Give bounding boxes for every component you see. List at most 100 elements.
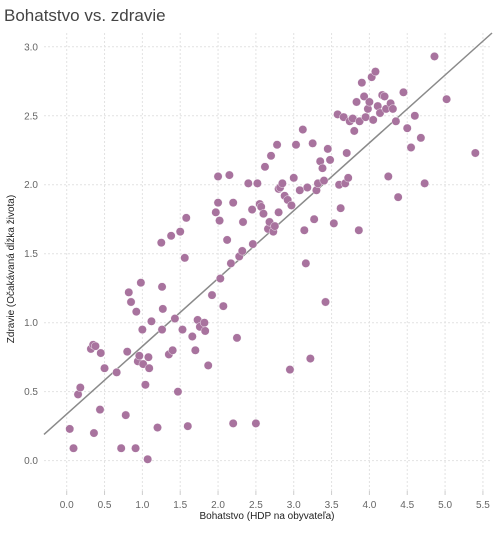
data-point [253,178,262,188]
data-point [112,367,122,377]
data-point [95,405,105,415]
x-tick-label: 4.0 [362,500,376,511]
data-point [266,151,276,161]
x-tick-label: 1.5 [173,500,187,511]
data-point [126,297,136,307]
data-point [156,238,166,248]
data-point [430,52,439,61]
data-point [89,428,99,438]
data-point [299,225,309,235]
data-point [116,443,126,453]
data-point [319,176,329,186]
data-point [131,307,141,317]
data-point [308,138,318,148]
trend-line-layer [43,32,493,435]
data-points [65,52,480,464]
data-point [211,207,221,217]
x-axis-label: Bohatstvo (HDP na obyvateľa) [199,511,334,522]
data-point [124,287,134,297]
data-point [207,290,217,300]
x-tick-label: 5.0 [438,500,452,511]
data-point [96,348,106,358]
data-point [138,359,148,369]
data-point [157,282,167,292]
data-point [321,297,330,307]
data-point [375,108,385,118]
x-tick-label: 5.5 [476,500,490,511]
data-point [190,345,200,355]
y-tick-label: 1.0 [24,318,38,329]
data-point [131,443,140,453]
data-point [141,380,150,390]
data-point [100,363,109,373]
y-tick-label: 3.0 [24,42,38,53]
data-point [289,173,299,183]
data-point [147,316,156,326]
data-point [295,185,305,195]
trend-line [43,32,493,435]
x-axis-ticks: 0.0 0.5 1.0 1.5 2.0 2.5 3.0 3.5 4.0 4.5 5.0 5.5 [60,491,490,511]
data-point [416,133,426,143]
data-point [200,318,209,328]
data-point [272,140,282,150]
data-point [259,209,268,219]
data-point [180,253,190,263]
data-point [420,178,430,188]
data-point [243,178,253,188]
data-point [391,116,401,126]
data-point [380,92,389,101]
data-point [402,123,412,133]
data-point [323,144,333,154]
data-point [232,333,242,343]
data-point [183,421,193,431]
data-point [75,383,85,392]
data-point [287,201,296,210]
data-point [144,363,154,373]
gridlines [44,33,492,491]
data-point [339,112,349,122]
data-point [336,203,346,213]
data-point [342,148,352,158]
data-point [137,325,147,334]
x-tick-label: 2.5 [249,500,263,511]
y-tick-label: 0.5 [24,387,38,398]
data-point [383,172,393,181]
x-tick-label: 4.5 [400,500,414,511]
data-point [442,94,451,104]
data-point [359,92,369,101]
chart-title: Bohatstvo vs. zdravie [4,6,166,25]
data-point [371,67,380,77]
data-point [298,125,308,134]
data-point [305,354,315,363]
data-point [291,140,301,150]
data-point [136,278,146,288]
y-tick-label: 2.0 [24,180,38,191]
data-point [69,443,78,453]
y-tick-label: 0.0 [24,456,38,467]
data-point [215,274,225,283]
data-point [158,304,168,314]
data-point [325,155,335,165]
data-point [309,214,319,224]
data-point [228,198,238,208]
data-point [65,424,75,434]
data-point [238,217,248,227]
data-point [354,225,364,235]
data-point [134,351,144,361]
data-point [178,325,187,334]
data-point [274,207,283,217]
data-point [399,87,408,97]
x-tick-label: 0.0 [60,500,74,511]
data-point [181,213,191,223]
data-point [361,112,371,122]
data-point [270,221,280,231]
y-axis-ticks: 0.0 0.5 1.0 1.5 2.0 2.5 3.0 [24,42,38,467]
data-point [410,111,420,121]
data-point [166,231,176,241]
data-point [406,143,416,152]
data-point [173,387,183,397]
data-point [368,115,378,125]
data-point [302,183,312,192]
data-point [226,258,236,268]
